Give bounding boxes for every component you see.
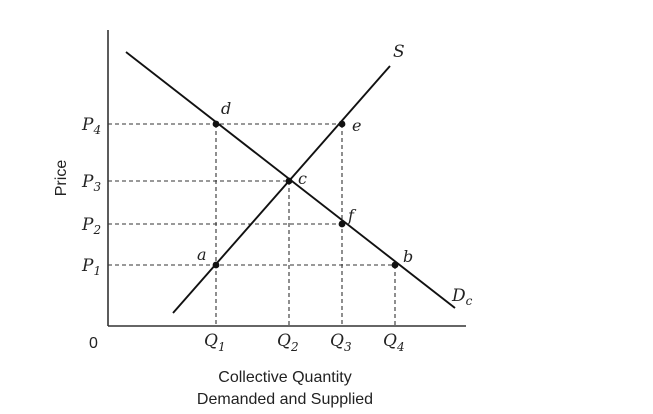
point-d-label: d (221, 99, 231, 118)
point-b (391, 261, 399, 269)
supply-curve (172, 65, 391, 314)
point-c-label: c (298, 169, 307, 188)
demand-curve-label-base: D (451, 286, 466, 306)
price-label-p4: P4 (81, 115, 101, 137)
quantity-label-q2: Q2 (277, 331, 299, 354)
price-label-p1-sub: 1 (93, 264, 101, 278)
quantity-label-q1: Q1 (204, 331, 226, 354)
x-axis-title-line2: Demanded and Supplied (197, 391, 373, 408)
y-axis-title: Price (53, 160, 70, 197)
price-label-p2: P2 (81, 215, 101, 237)
point-d (212, 120, 220, 128)
point-e (338, 120, 346, 128)
quantity-label-q3: Q3 (330, 331, 352, 354)
quantity-label-q3-sub: 3 (344, 340, 352, 354)
supply-curve-label: S (393, 42, 405, 62)
point-e-label: e (352, 116, 361, 135)
point-f (338, 220, 346, 228)
price-label-p3-base: P (81, 172, 94, 192)
quantity-label-q2-sub: 2 (290, 340, 299, 354)
demand-curve-label-sub: c (466, 294, 473, 308)
point-f-label: f (347, 206, 357, 225)
quantity-label-q1-sub: 1 (218, 340, 226, 354)
price-label-p1-base: P (81, 256, 94, 276)
price-label-p4-base: P (81, 115, 94, 135)
point-c (285, 177, 293, 185)
demand-curve-label: Dc (451, 286, 473, 308)
origin-label: 0 (89, 335, 98, 352)
quantity-label-q3-base: Q (330, 331, 344, 351)
quantity-label-q4-sub: 4 (396, 340, 405, 354)
point-a-label: a (197, 245, 207, 264)
price-label-p3-sub: 3 (93, 180, 101, 194)
quantity-label-q2-base: Q (277, 331, 291, 351)
price-label-p1: P1 (81, 256, 101, 278)
point-a (212, 261, 220, 269)
quantity-label-q4-base: Q (383, 331, 397, 351)
price-label-p2-base: P (81, 215, 94, 235)
price-label-p4-sub: 4 (92, 123, 101, 137)
x-axis-title-line1: Collective Quantity (218, 369, 351, 386)
quantity-label-q4: Q4 (383, 331, 405, 354)
quantity-label-q1-base: Q (204, 331, 218, 351)
price-label-p2-sub: 2 (92, 223, 101, 237)
price-label-p3: P3 (81, 172, 101, 194)
point-b-label: b (403, 247, 413, 266)
